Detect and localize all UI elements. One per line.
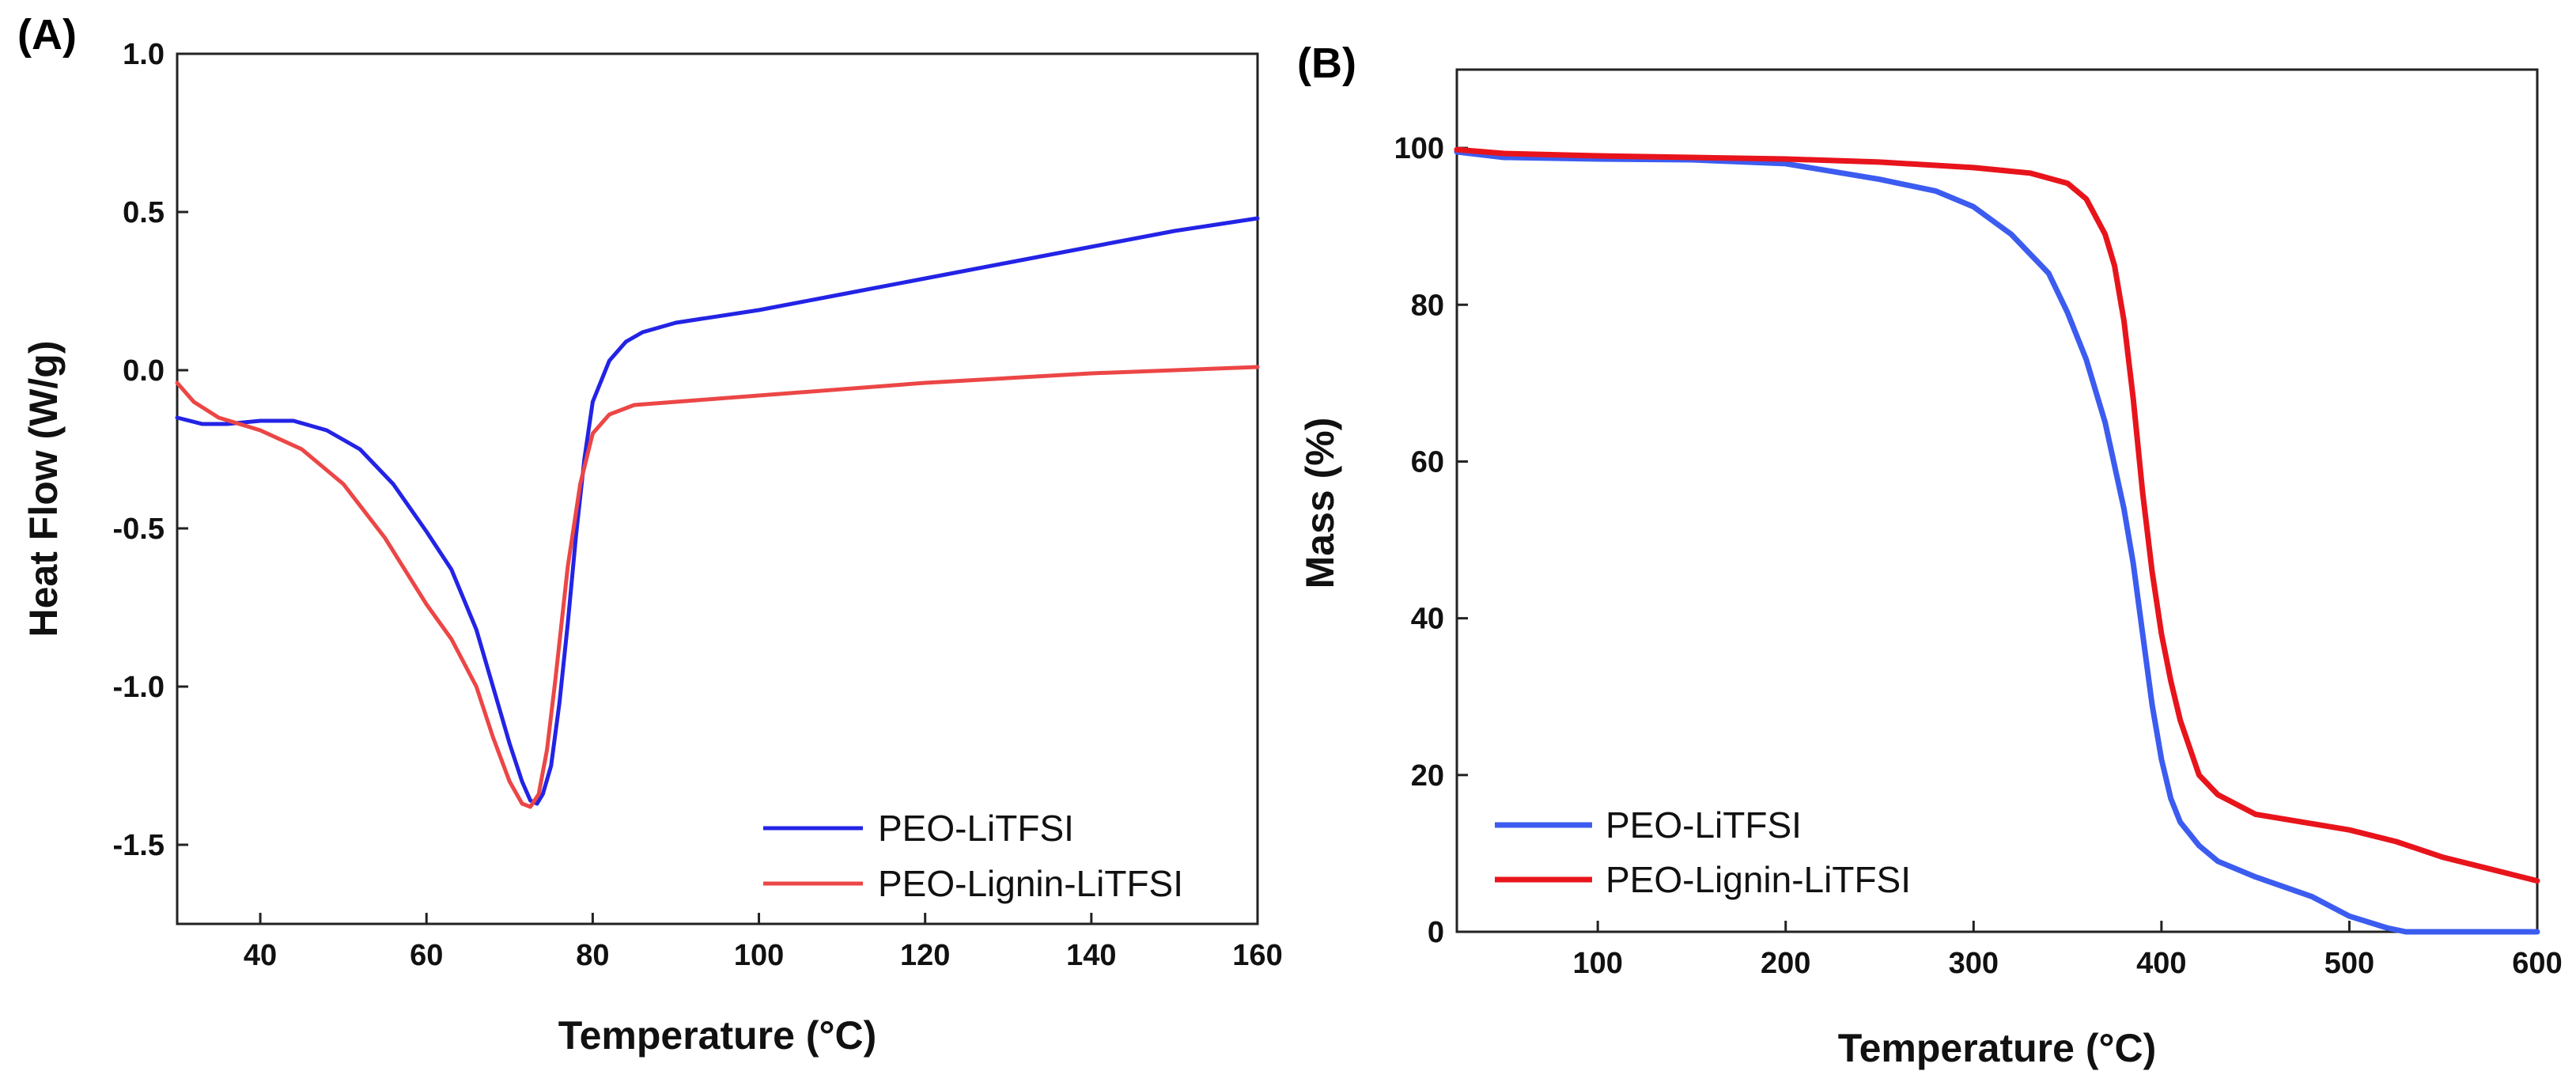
panel-a-x-tick-label: 100 [734,939,784,972]
panel-a-tick-labels: 40 60 80 100 120 140 160 -1.5 -1.0 -0.5 0.0 0.5 1.0 [113,38,1283,972]
panel-a-series-line-peo-litfsi [175,216,1260,806]
panel-a-x-tick-label: 60 [410,939,443,972]
panel-a-x-tick-label: 80 [576,939,609,972]
panel-a: (A) 40 60 80 100 120 140 160 -1.5 -1.0 -0.5 0.0 0.5… [17,11,1283,1058]
panel-a-y-tick-label: 0.5 [123,196,165,229]
panel-a-y-tick-label: -1.5 [113,829,165,862]
panel-b-x-tick-label: 600 [2512,947,2562,980]
panel-b-x-tick-label: 400 [2136,947,2186,980]
panel-b-series-line-peo-litfsi [1454,149,2540,935]
panel-b-y-tick-label: 20 [1411,759,1444,793]
panel-a-y-axis-title: Heat Flow (W/g) [21,341,66,638]
panel-a-x-tick-label: 120 [900,939,950,972]
panel-a-legend-label-peo-lignin-litfsi: PEO-Lignin-LiTFSI [878,863,1183,904]
panel-a-x-axis-title: Temperature (°C) [558,1013,876,1058]
panel-b-series-line-peo-lignin-litfsi [1454,146,2540,884]
panel-b-y-axis-title: Mass (%) [1298,418,1342,589]
panel-b: (B) 100 200 300 400 500 600 0 20 40 60 80 100 Tempe… [1297,40,2563,1070]
panel-b-label: (B) [1297,40,1356,87]
panel-a-x-tick-label: 160 [1232,939,1282,972]
panel-b-legend: PEO-LiTFSI PEO-Lignin-LiTFSI [1495,804,1911,900]
panel-b-y-tick-label: 0 [1428,916,1444,949]
panel-a-x-tick-label: 40 [244,939,277,972]
panel-b-x-axis-title: Temperature (°C) [1838,1026,2156,1070]
panel-b-y-tick-label: 40 [1411,603,1444,636]
panel-a-legend: PEO-LiTFSI PEO-Lignin-LiTFSI [763,808,1183,904]
panel-b-legend-label-peo-lignin-litfsi: PEO-Lignin-LiTFSI [1606,859,1911,900]
panel-b-y-tick-label: 60 [1411,445,1444,479]
panel-a-y-tick-label: -0.5 [113,513,165,546]
panel-b-series [1454,146,2540,935]
panel-a-y-tick-label: 1.0 [123,38,165,71]
panel-a-legend-label-peo-litfsi: PEO-LiTFSI [878,808,1074,849]
panel-b-legend-label-peo-litfsi: PEO-LiTFSI [1606,804,1802,846]
panel-b-x-tick-label: 300 [1949,947,1999,980]
panel-b-x-tick-label: 100 [1572,947,1622,980]
panel-a-series-line-peo-lignin-litfsi [175,365,1260,809]
panel-a-x-tick-label: 140 [1066,939,1116,972]
panel-a-plot-frame [176,52,1259,925]
panel-b-x-tick-label: 200 [1761,947,1810,980]
panel-b-plot-frame [1455,68,2539,933]
panel-a-ticks [177,52,1259,924]
panel-b-y-tick-label: 100 [1394,132,1444,165]
panel-b-y-tick-label: 80 [1411,289,1444,322]
panel-a-label: (A) [17,11,77,59]
panel-a-y-tick-label: 0.0 [123,354,165,388]
panel-a-series [175,216,1260,809]
panel-b-x-tick-label: 500 [2324,947,2374,980]
panel-a-y-tick-label: -1.0 [113,671,165,704]
panel-b-tick-labels: 100 200 300 400 500 600 0 20 40 60 80 100 [1394,132,2563,980]
